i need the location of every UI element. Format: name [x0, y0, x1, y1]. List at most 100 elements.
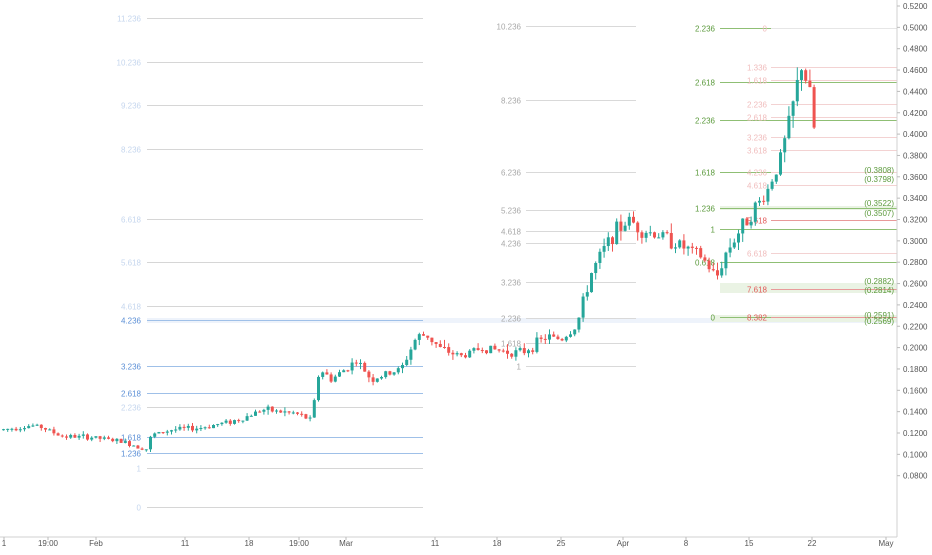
fib-label-blue: 2.236	[121, 404, 142, 413]
candle-58	[245, 413, 249, 421]
candle-137	[577, 317, 581, 333]
candle-136	[573, 329, 577, 337]
candle-29	[123, 438, 127, 444]
candle-133	[560, 337, 564, 342]
candle-157	[661, 230, 665, 240]
candle-161	[678, 239, 682, 249]
candle-124	[522, 343, 526, 356]
candle-31	[132, 445, 136, 447]
candle-60	[254, 409, 257, 416]
candle-24	[102, 435, 106, 441]
candle-37	[157, 431, 161, 434]
candle-119	[501, 348, 505, 353]
candle-120	[506, 344, 509, 359]
candle-114	[480, 347, 484, 354]
highlight-zone-0	[147, 318, 897, 323]
candle-159	[669, 223, 673, 250]
candle-40	[170, 429, 173, 435]
x-tick-label: May	[878, 539, 893, 548]
candle-141	[594, 261, 598, 280]
price-axis[interactable]: 0.5200 0.5000 0.4800 0.4600 0.4400 0.4200 0.40…	[897, 2, 928, 481]
candle-19	[81, 431, 85, 439]
fib-label-blue: 9.236	[121, 102, 142, 111]
candle-185	[779, 149, 782, 176]
candle-110	[464, 352, 467, 359]
candle-50	[212, 424, 215, 429]
candle-115	[485, 350, 488, 355]
time-axis[interactable]: 1 19:00 Feb 11 18 19:00 Mar 11 18 25 Apr 8 15 22 May	[2, 537, 894, 548]
fib-label-red: 3.618	[747, 147, 768, 156]
candle-127	[535, 332, 539, 354]
candle-153	[644, 230, 648, 243]
fib-label-blue: 2.618	[121, 390, 142, 399]
candle-92	[388, 370, 392, 376]
candle-128	[539, 334, 543, 343]
x-tick-label: 11	[431, 539, 440, 548]
price-tag-label: (0.3798)	[864, 175, 894, 184]
fib-label-green: 1	[711, 226, 716, 235]
candle-150	[632, 211, 635, 224]
candle-191	[804, 68, 808, 84]
candle-67	[283, 407, 287, 417]
candle-4	[18, 427, 22, 433]
fib-label-grey: 5.236	[501, 207, 522, 216]
fib-label-red: 4.236	[747, 169, 768, 178]
fib-label-blue: 11.236	[117, 15, 141, 24]
candle-176	[741, 218, 745, 242]
candle-26	[111, 437, 115, 443]
candle-146	[615, 218, 619, 245]
candle-93	[392, 372, 396, 376]
candle-89	[375, 378, 379, 383]
candle-179	[753, 201, 757, 226]
price-tags: (0.3808)(0.3798) (0.3522)(0.3507) (0.2882)…	[864, 166, 894, 326]
candle-149	[627, 212, 631, 230]
candle-105	[443, 339, 446, 349]
y-tick-label: 0.1800	[903, 365, 928, 374]
candle-13	[56, 432, 60, 436]
candle-2	[10, 427, 14, 432]
candle-109	[459, 352, 463, 358]
y-tick-label: 0.2200	[903, 322, 928, 331]
candle-41	[174, 426, 178, 433]
candle-52	[220, 422, 224, 426]
x-tick-label: Feb	[89, 539, 103, 548]
candle-181	[762, 195, 766, 205]
candle-53	[224, 419, 228, 424]
candle-88	[371, 374, 375, 386]
candle-7	[31, 423, 35, 427]
candle-172	[724, 251, 728, 276]
candle-20	[86, 433, 89, 441]
candle-160	[674, 243, 677, 254]
candle-121	[510, 352, 514, 359]
x-tick-label: 8	[684, 539, 689, 548]
candle-155	[653, 231, 656, 239]
y-tick-label: 0.3400	[903, 194, 928, 203]
candle-64	[270, 406, 274, 413]
candle-187	[787, 106, 791, 140]
candle-189	[795, 67, 799, 107]
candle-154	[648, 225, 652, 236]
x-tick-label: 1	[2, 539, 7, 548]
candle-22	[94, 436, 98, 439]
candle-55	[233, 419, 236, 425]
candle-65	[275, 409, 278, 414]
fib-label-grey: 8.236	[501, 97, 522, 106]
candle-173	[728, 238, 732, 258]
candle-69	[291, 410, 295, 415]
candle-188	[791, 100, 795, 128]
y-tick-label: 0.4000	[903, 130, 928, 139]
y-tick-label: 0.2600	[903, 280, 928, 289]
candle-122	[514, 347, 518, 361]
x-tick-label: 19:00	[289, 539, 310, 548]
fib-label-blue: 6.618	[121, 216, 142, 225]
fibonacci-lines	[147, 18, 897, 508]
y-tick-label: 0.1400	[903, 408, 928, 417]
fib-label-red: 3.236	[747, 134, 768, 143]
candle-71	[300, 411, 304, 417]
candle-36	[153, 432, 157, 439]
y-tick-label: 0.4200	[903, 109, 928, 118]
candle-138	[581, 293, 585, 322]
y-tick-label: 0.0800	[903, 472, 928, 481]
